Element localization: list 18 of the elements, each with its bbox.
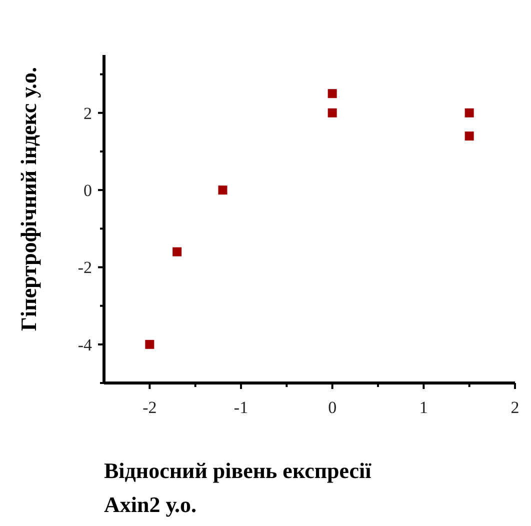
x-tick-label: 2 [510,398,520,417]
point [218,186,228,195]
y-tick-label: -2 [78,258,92,278]
point [145,340,154,349]
point [464,132,474,141]
point [172,247,182,256]
point [464,108,474,118]
x-tick-label: 1 [419,398,428,417]
x-tick-label: -1 [234,398,248,417]
y-axis-title: Гіпертрофічний індекс у.о. [16,67,41,331]
y-tick-label: 2 [84,104,92,123]
y-tick-label: 0 [84,181,92,200]
point [328,89,337,98]
x-tick-label: -2 [142,398,157,417]
x-tick-label: 0 [328,398,337,417]
y-tick-label: -4 [78,335,92,354]
x-axis-title: Відносний рівень експресії Axin2 у.о. [104,458,372,517]
point [328,108,337,118]
